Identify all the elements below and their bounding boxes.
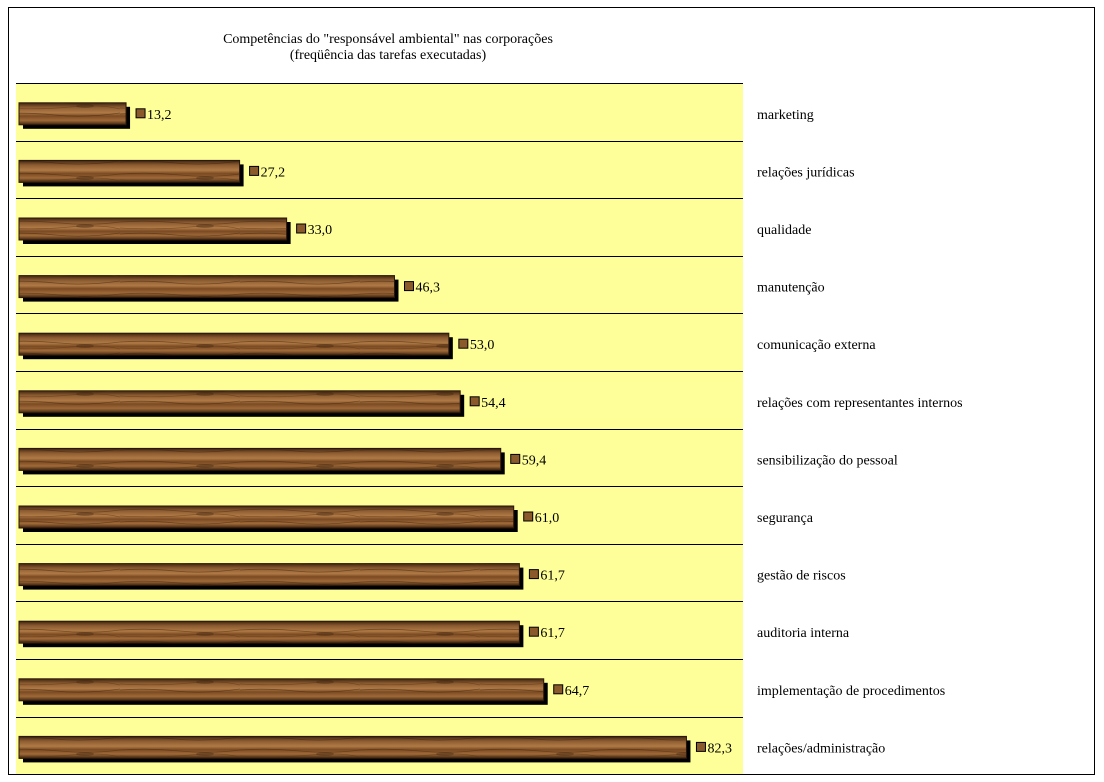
value-marker [553,684,564,695]
data-label: 27,2 [261,165,286,180]
bar-grain [19,448,501,471]
category-label: relações jurídicas [757,165,855,180]
value-marker [528,626,539,637]
category-label: implementação de procedimentos [757,684,945,699]
bar-grain [19,333,449,356]
category-label: marketing [757,108,814,123]
data-label: 61,0 [535,511,560,526]
category-label: segurança [757,511,814,526]
bar-grain [19,621,520,644]
gridlines [16,83,743,775]
labels: 13,2 marketing 27,2 relações jurídicas 33,0 q… [135,108,963,756]
chart-title-block: Competências do "responsável ambiental" … [8,32,768,64]
data-label: 13,2 [147,108,172,123]
data-label: 82,3 [707,741,732,756]
bar-grain [19,275,395,298]
data-label: 59,4 [522,453,547,468]
bar-grain [19,678,544,701]
category-label: auditoria interna [757,626,850,641]
category-label: relações com representantes internos [757,396,963,411]
data-label: 64,7 [565,684,590,699]
value-marker [528,569,539,580]
value-marker [523,511,534,522]
category-label: relações/administração [757,741,885,756]
bar-grain [19,563,520,586]
value-marker [403,281,414,292]
value-marker [510,453,521,464]
chart-title: Competências do "responsável ambiental" … [223,32,553,47]
category-label: comunicação externa [757,338,876,353]
bar-grain [19,218,287,240]
category-label: gestão de riscos [757,569,846,584]
bar-grain [19,736,687,759]
bar-grain [19,160,240,183]
data-label: 54,4 [481,396,506,411]
category-label: manutenção [757,281,825,296]
chart-subtitle: (freqüência das tarefas executadas) [289,48,487,63]
data-label: 61,7 [540,569,565,584]
bar-grain [19,506,514,528]
category-label: qualidade [757,223,811,238]
data-label: 46,3 [415,281,440,296]
bars [18,102,691,763]
value-marker [135,108,146,119]
data-label: 61,7 [540,626,565,641]
value-marker [249,165,260,176]
data-label: 53,0 [470,338,495,353]
category-label: sensibilização do pessoal [757,453,898,468]
value-marker [296,223,307,234]
bar-grain [19,102,127,125]
data-label: 33,0 [308,223,333,238]
value-marker [695,741,706,752]
bar-grain [19,390,461,413]
value-marker [458,338,469,349]
value-marker [469,396,480,407]
